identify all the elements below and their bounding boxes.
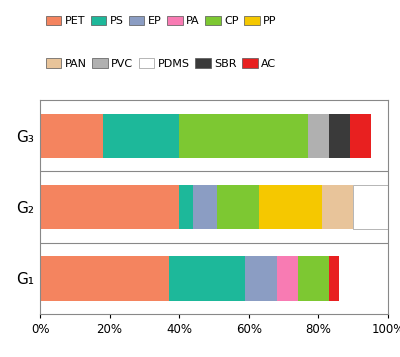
Bar [169,256,245,301]
Bar [103,114,179,158]
Bar [353,185,388,229]
Bar [179,185,193,229]
Bar [350,114,370,158]
Legend: PAN, PVC, PDMS, SBR, AC: PAN, PVC, PDMS, SBR, AC [46,59,276,69]
Bar [218,185,259,229]
Bar [329,114,350,158]
Bar [277,256,298,301]
Bar [259,185,322,229]
Bar [40,114,103,158]
Bar [298,256,329,301]
Bar [193,185,218,229]
Bar [40,256,169,301]
Bar [245,256,277,301]
Bar [329,256,339,301]
Bar [322,185,353,229]
Bar [308,114,329,158]
Bar [40,185,179,229]
Bar [179,114,308,158]
